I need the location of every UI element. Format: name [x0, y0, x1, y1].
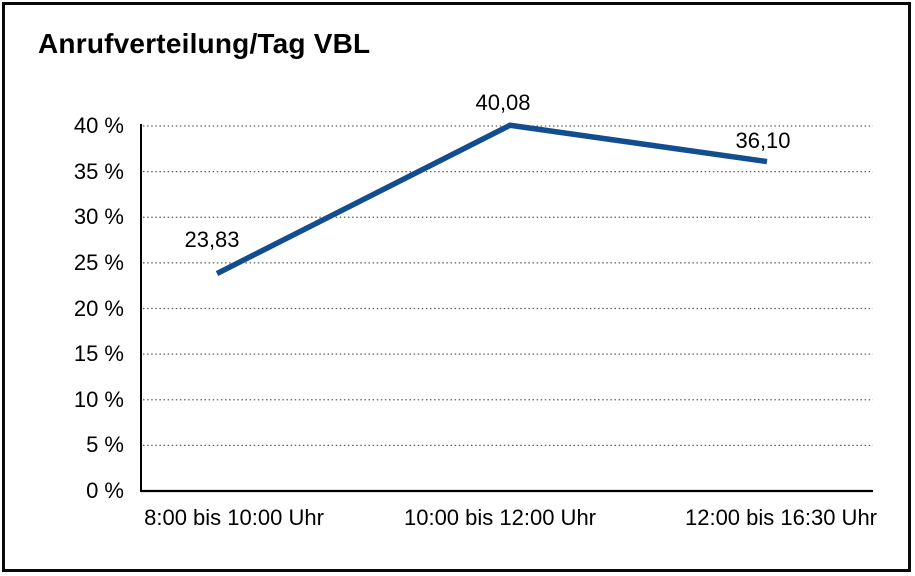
- x-category-label: 10:00 bis 12:00 Uhr: [403, 505, 597, 530]
- y-tick-label: 5 %: [86, 432, 124, 458]
- y-tick-label: 10 %: [73, 386, 124, 412]
- x-category-label: 12:00 bis 16:30 Uhr: [684, 505, 878, 530]
- y-tick-label: 35 %: [73, 158, 124, 184]
- y-tick-label: 40 %: [73, 113, 124, 138]
- y-tick-label: 20 %: [73, 295, 124, 321]
- point-value-label: 23,83: [184, 227, 240, 252]
- y-tick-label: 30 %: [73, 204, 124, 230]
- y-tick-label: 25 %: [73, 249, 124, 275]
- y-tick-label: 0 %: [86, 478, 124, 503]
- y-tick-label: 15 %: [73, 341, 124, 367]
- point-value-label: 36,10: [735, 128, 791, 153]
- point-value-label: 40,08: [475, 90, 531, 115]
- x-category-label: 8:00 bis 10:00 Uhr: [144, 505, 324, 530]
- chart-title: Anrufverteilung/Tag VBL: [38, 28, 371, 59]
- data-line: [215, 122, 768, 277]
